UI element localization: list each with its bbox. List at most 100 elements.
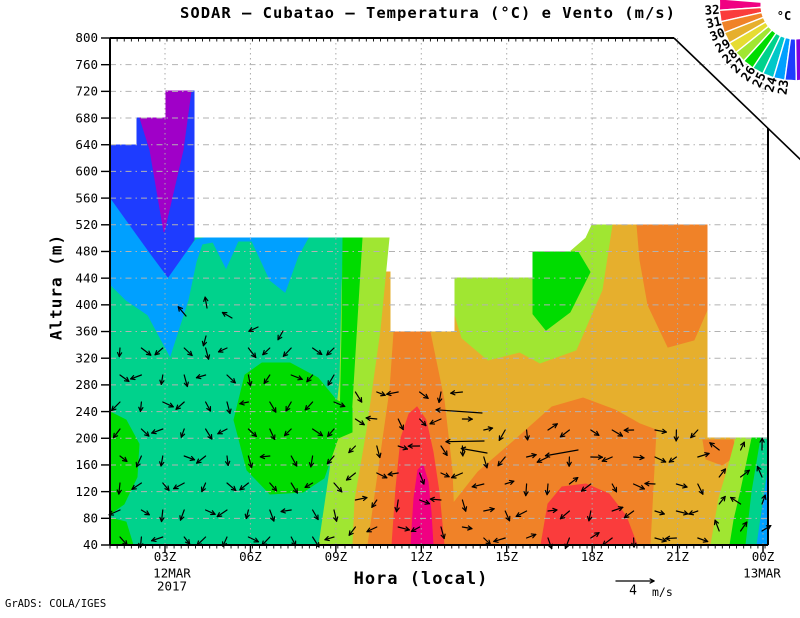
wind-arrow — [216, 509, 228, 518]
wind-arrow — [226, 455, 229, 467]
legend-boundary-label: 27 — [728, 55, 749, 76]
start-date-label: 12MAR — [153, 565, 191, 581]
wind-arrow — [633, 542, 637, 548]
wind-arrow — [387, 471, 393, 476]
legend-fan-wedge — [794, 37, 800, 82]
wind-arrow — [515, 512, 520, 517]
region-green-midmorning-blob — [233, 362, 353, 495]
wind-arrow — [665, 537, 678, 540]
wind-arrow — [515, 510, 528, 517]
wind-arrow — [348, 532, 354, 536]
wind-arrow — [525, 429, 529, 441]
wind-arrow — [544, 449, 579, 457]
wind-arrow — [162, 401, 174, 408]
wind-arrow — [465, 506, 468, 512]
wind-arrow — [180, 432, 182, 438]
wind-arrow — [261, 540, 264, 546]
wind-arrow — [459, 451, 464, 457]
wind-arrow — [222, 536, 228, 547]
wind-arrow — [668, 457, 672, 463]
wind-arrow — [319, 349, 323, 355]
wind-arrow — [662, 457, 667, 463]
wind-arrow — [348, 445, 356, 454]
wind-arrow — [702, 540, 709, 543]
wind-arrow — [259, 455, 271, 458]
wind-arrow — [269, 509, 275, 522]
wind-arrow — [505, 517, 511, 522]
wind-arrow — [597, 456, 603, 460]
wind-arrow — [504, 480, 515, 485]
wind-arrow — [690, 429, 699, 439]
wind-arrow — [668, 456, 678, 463]
wind-arrow — [160, 455, 164, 467]
wind-arrow — [661, 431, 667, 434]
wind-arrow — [177, 306, 183, 310]
wind-arrow — [179, 516, 185, 521]
wind-arrow — [559, 429, 571, 438]
wind-arrow — [247, 463, 253, 469]
legend-boundary-label: 31 — [705, 13, 723, 31]
wind-arrow — [190, 455, 196, 461]
wind-arrow — [471, 483, 485, 488]
wind-arrow — [189, 459, 196, 461]
wind-arrow — [187, 353, 193, 357]
wind-arrow — [568, 461, 572, 467]
wind-arrow — [201, 488, 206, 493]
wind-arrow — [221, 311, 226, 317]
wind-arrow — [532, 454, 537, 459]
wind-arrow — [698, 491, 704, 495]
wind-arrow — [111, 405, 114, 412]
wind-arrow — [327, 382, 333, 386]
x-tick-label: 18Z — [581, 549, 604, 564]
wind-arrow — [173, 482, 185, 490]
wind-arrow — [290, 455, 298, 467]
wind-arrow — [623, 427, 629, 431]
wind-arrow — [403, 445, 409, 450]
y-tick-label: 480 — [75, 244, 98, 259]
wind-arrow — [661, 540, 667, 543]
wind-arrow — [601, 456, 613, 462]
y-tick-label: 720 — [75, 84, 98, 99]
wind-arrow — [365, 417, 371, 421]
wind-arrow — [131, 482, 142, 490]
wind-arrow — [761, 524, 772, 532]
wind-arrow — [125, 540, 128, 546]
wind-arrow — [290, 374, 303, 380]
legend-divider-diagonal — [673, 37, 800, 161]
wind-arrow — [405, 526, 410, 531]
wind-arrow — [306, 376, 309, 383]
wind-arrow — [566, 461, 570, 467]
legend-boundary-label: 28 — [719, 46, 740, 67]
wind-arrow — [250, 462, 254, 469]
wind-arrow — [740, 441, 745, 446]
wind-arrow — [683, 483, 688, 488]
wind-arrow — [435, 409, 441, 413]
wind-arrow — [445, 472, 450, 478]
wind-arrow — [162, 482, 170, 491]
wind-arrow — [261, 536, 271, 546]
wind-arrow — [283, 433, 290, 437]
wind-arrow — [111, 408, 117, 412]
wind-arrow — [183, 347, 193, 357]
wind-arrow — [523, 490, 527, 497]
wind-arrow — [450, 392, 456, 396]
wind-arrow — [438, 398, 443, 403]
wind-arrow — [304, 405, 307, 411]
wind-arrow — [151, 428, 164, 434]
wind-arrow — [730, 496, 742, 505]
wind-arrow — [435, 407, 441, 411]
wind-arrow — [660, 510, 665, 515]
wind-arrow — [180, 433, 186, 438]
region-azure-morning — [109, 195, 309, 358]
y-tick-label: 40 — [83, 537, 98, 552]
wind-arrow — [611, 506, 624, 512]
wind-arrow — [348, 530, 351, 536]
wind-arrow — [335, 516, 339, 522]
wind-arrow — [761, 494, 766, 505]
wind-arrow — [140, 347, 152, 356]
wind-arrow — [547, 423, 558, 431]
wind-arrow — [217, 347, 228, 353]
wind-arrow — [443, 533, 446, 540]
wind-arrow — [269, 482, 278, 492]
